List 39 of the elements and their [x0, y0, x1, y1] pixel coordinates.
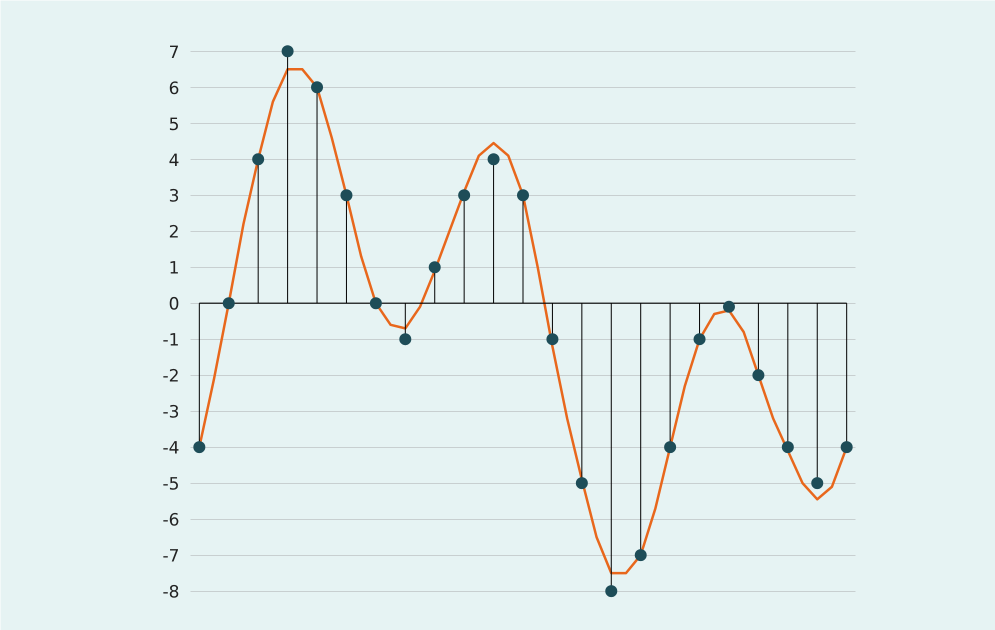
y-tick-label: 5: [168, 114, 180, 135]
point: [222, 297, 235, 310]
y-tick-label: 2: [168, 222, 180, 243]
point: [488, 153, 500, 166]
point: [782, 441, 794, 454]
point: [370, 297, 382, 310]
y-tick-label: -2: [162, 366, 180, 387]
point: [840, 441, 853, 454]
point: [546, 333, 558, 346]
y-tick-label: -5: [162, 474, 180, 495]
y-tick-label: 1: [168, 258, 180, 279]
y-tick-label: -6: [162, 510, 180, 531]
y-tick-label: 0: [168, 294, 180, 315]
y-tick-label: -8: [162, 582, 180, 603]
point: [517, 189, 529, 202]
point: [811, 477, 824, 490]
point: [252, 153, 264, 166]
y-tick-label: 3: [168, 186, 180, 207]
point: [752, 369, 764, 382]
point: [664, 441, 676, 454]
point: [458, 189, 470, 202]
point: [311, 81, 324, 94]
point: [634, 549, 647, 562]
point: [193, 441, 206, 454]
point: [722, 300, 735, 313]
point: [282, 45, 294, 58]
y-tick-label: -4: [162, 438, 180, 459]
y-tick-label: -7: [162, 546, 180, 567]
y-tick-label: 4: [168, 150, 180, 171]
y-tick-label: 6: [168, 78, 180, 99]
point: [694, 333, 706, 346]
point: [340, 189, 352, 202]
point: [576, 477, 588, 490]
y-tick-label: 7: [168, 42, 180, 63]
point: [428, 261, 441, 274]
y-tick-label: -3: [162, 402, 180, 423]
point: [399, 333, 412, 346]
point: [605, 585, 618, 598]
y-tick-label: -1: [162, 330, 180, 351]
